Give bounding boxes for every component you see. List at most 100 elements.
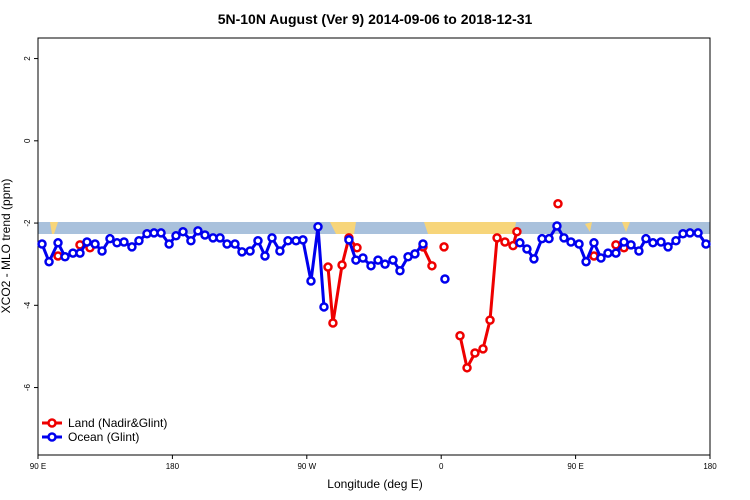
data-point [119, 237, 129, 247]
data-point [323, 262, 333, 272]
data-point [470, 348, 480, 358]
x-axis-label: Longitude (deg E) [327, 477, 422, 491]
data-point [395, 266, 405, 276]
data-point [237, 247, 247, 257]
data-point [553, 198, 563, 209]
data-point [529, 254, 539, 264]
data-point [544, 233, 554, 244]
data-point [648, 238, 658, 248]
data-point [215, 233, 225, 243]
data-point [522, 244, 532, 254]
data-point [693, 228, 703, 238]
data-point [127, 242, 137, 252]
data-point [267, 233, 277, 243]
data-point [656, 237, 666, 247]
data-point [380, 259, 390, 269]
data-point [260, 251, 270, 261]
map-band [38, 222, 710, 234]
data-point [105, 233, 115, 244]
x-tick-label: 90 E [30, 462, 46, 471]
data-point [337, 260, 347, 270]
x-tick-label: 180 [166, 462, 180, 471]
data-point [663, 242, 673, 252]
y-tick-label: -4 [23, 301, 32, 309]
land-patch [585, 222, 592, 232]
chart-title: 5N-10N August (Ver 9) 2014-09-06 to 2018… [218, 11, 533, 27]
data-point [515, 238, 525, 248]
land-patch [424, 222, 516, 234]
land-patch [50, 222, 58, 234]
data-point [275, 246, 285, 256]
series-line [458, 231, 519, 373]
data-point [439, 242, 449, 252]
y-tick-label: -2 [23, 219, 32, 227]
data-point [373, 255, 383, 265]
data-point [60, 252, 70, 262]
data-point [418, 239, 428, 249]
x-tick-label: 180 [703, 462, 717, 471]
data-point [611, 248, 621, 258]
data-point [685, 228, 695, 238]
data-point [186, 235, 196, 246]
data-point [492, 233, 502, 243]
legend-label: Ocean (Glint) [68, 430, 139, 444]
legend-marker [47, 418, 57, 428]
data-point [344, 235, 354, 245]
data-point [358, 253, 368, 263]
data-point [75, 248, 85, 258]
plot-frame [37, 37, 711, 456]
data-point [559, 233, 569, 243]
data-point [352, 242, 362, 253]
data-point [306, 276, 316, 286]
data-point [512, 226, 522, 237]
data-point [701, 239, 711, 249]
data-point [53, 238, 63, 248]
data-point [440, 274, 450, 284]
data-point [200, 230, 210, 240]
data-point [485, 315, 495, 325]
x-tick-label: 90 W [297, 462, 316, 471]
data-point [97, 246, 107, 256]
data-point [462, 363, 472, 373]
data-point [574, 239, 584, 249]
data-point [156, 228, 166, 238]
data-point [626, 240, 636, 250]
data-point [178, 226, 188, 237]
data-point [313, 222, 323, 232]
data-point [589, 238, 599, 248]
data-point [455, 330, 465, 341]
data-point [366, 261, 376, 271]
data-point [193, 226, 203, 236]
data-point [171, 231, 181, 241]
data-point [328, 318, 338, 328]
data-point [90, 239, 100, 249]
data-point [410, 249, 420, 259]
legend-marker [47, 432, 57, 442]
data-point [44, 256, 54, 267]
data-point [283, 235, 293, 246]
data-point [641, 233, 651, 244]
y-tick-label: 2 [23, 56, 32, 61]
data-point [230, 239, 240, 249]
data-point [222, 239, 232, 249]
data-point [603, 248, 613, 258]
data-point [552, 221, 562, 231]
y-tick-label: 0 [23, 138, 32, 143]
legend-label: Land (Nadir&Glint) [68, 416, 167, 430]
data-point [245, 246, 255, 256]
data-point [164, 239, 174, 249]
land-patch [330, 222, 356, 234]
x-tick-label: 90 E [567, 462, 583, 471]
data-point [566, 237, 576, 247]
data-point [319, 302, 329, 312]
data-point [596, 253, 606, 263]
data-point [427, 261, 437, 271]
data-point [37, 239, 47, 249]
x-tick-label: 0 [439, 462, 444, 471]
data-point [298, 235, 308, 245]
y-axis-label: XCO2 - MLO trend (ppm) [0, 179, 13, 314]
data-point [134, 235, 144, 246]
data-point [581, 256, 591, 267]
y-tick-label: -6 [23, 383, 32, 391]
